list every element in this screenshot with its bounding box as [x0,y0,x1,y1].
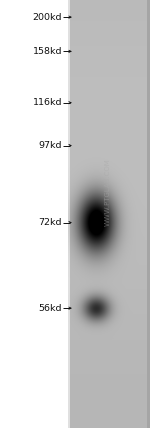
Text: 97kd: 97kd [39,141,62,150]
Text: 56kd: 56kd [39,303,62,313]
Text: 72kd: 72kd [39,218,62,227]
Text: WWW.PTGLAB.COM: WWW.PTGLAB.COM [105,159,111,226]
Text: 200kd: 200kd [33,12,62,22]
Text: 158kd: 158kd [33,47,62,56]
Text: 116kd: 116kd [33,98,62,107]
